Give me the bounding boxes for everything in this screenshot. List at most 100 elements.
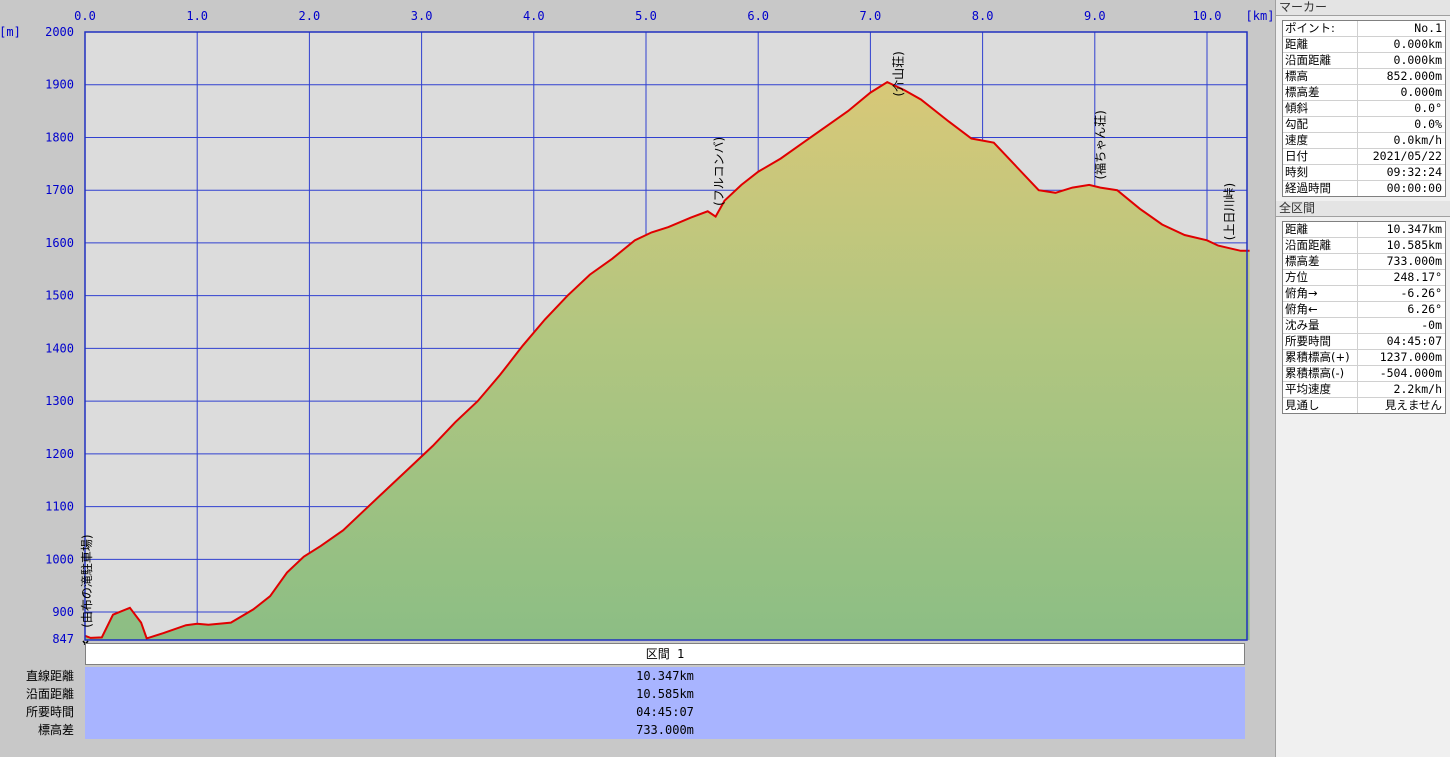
marker-row-date: 日付 2021/05/22 xyxy=(1283,149,1445,165)
info-value: No.1 xyxy=(1414,21,1442,35)
total-row-average-speed: 平均速度 2.2km/h xyxy=(1283,382,1445,398)
total-row-cumulative-down: 累積標高(-) -504.000m xyxy=(1283,366,1445,382)
info-key: 方位 xyxy=(1283,270,1358,285)
marker-row-gradient: 勾配 0.0% xyxy=(1283,117,1445,133)
y-tick-label: 1900 xyxy=(45,78,74,92)
x-tick-label: 6.0 xyxy=(747,9,769,23)
y-unit-label: [m] xyxy=(0,25,21,39)
section-label: 沿面距離 xyxy=(25,687,74,701)
x-tick-label: 5.0 xyxy=(635,9,657,23)
info-key: 沿面距離 xyxy=(1283,53,1358,68)
section-value: 04:45:07 xyxy=(85,703,1245,721)
total-row-surface-distance: 沿面距離 10.585km xyxy=(1283,238,1445,254)
info-key: 俯角← xyxy=(1283,302,1358,317)
y-tick-label: 2000 xyxy=(45,25,74,39)
info-key: 距離 xyxy=(1283,37,1358,52)
x-unit-label: [km] xyxy=(1246,9,1275,23)
elevation-profile-area: 0.0 1.0 2.0 3.0 4.0 5.0 6.0 7.0 8.0 9.0 10.0 [km] 20… xyxy=(0,0,1275,739)
info-value: 0.0% xyxy=(1414,117,1442,131)
info-key: 沿面距離 xyxy=(1283,238,1358,253)
info-value: 248.17° xyxy=(1393,270,1442,284)
info-key: ポイント: xyxy=(1283,21,1358,36)
total-row-cumulative-up: 累積標高(+) 1237.000m xyxy=(1283,350,1445,366)
info-key: 平均速度 xyxy=(1283,382,1358,397)
info-key: 速度 xyxy=(1283,133,1358,148)
total-row-depression-back: 俯角← 6.26° xyxy=(1283,302,1445,318)
section-label: 直線距離 xyxy=(25,669,74,683)
waypoint-label: (上日川峠) xyxy=(1221,183,1236,240)
marker-panel-title: マーカー xyxy=(1276,0,1450,16)
info-key: 標高 xyxy=(1283,69,1358,84)
x-tick-label: 2.0 xyxy=(299,9,321,23)
y-tick-label: 1400 xyxy=(45,341,74,355)
waypoint-annotation: (福ちゃん荘) xyxy=(1092,110,1107,179)
marker-row-point: ポイント: No.1 xyxy=(1283,21,1445,37)
info-key: 経過時間 xyxy=(1283,181,1358,196)
info-value: 1237.000m xyxy=(1379,350,1442,364)
info-key: 俯角→ xyxy=(1283,286,1358,301)
y-min-label: 847 xyxy=(52,632,74,645)
x-tick-label: 3.0 xyxy=(411,9,433,23)
info-value: 0.000km xyxy=(1393,37,1442,51)
section-row-surface-distance: 沿面距離 10.585km xyxy=(0,685,1247,703)
total-row-distance: 距離 10.347km xyxy=(1283,222,1445,238)
x-tick-label: 9.0 xyxy=(1084,9,1106,23)
y-tick-label: 1800 xyxy=(45,130,74,144)
info-key: 時刻 xyxy=(1283,165,1358,180)
waypoint-label: (由布の滝駐車場) xyxy=(79,534,94,627)
y-tick-label: 1700 xyxy=(45,183,74,197)
elevation-profile-line xyxy=(84,80,1250,640)
info-key: 傾斜 xyxy=(1283,101,1358,116)
waypoint-annotation: (由布の滝駐車場) xyxy=(79,534,94,627)
info-key: 距離 xyxy=(1283,222,1358,237)
section-row-required-time: 所要時間 04:45:07 xyxy=(0,703,1247,721)
section-summary-table: 直線距離 10.347km 沿面距離 10.585km 所要時間 04:45:0… xyxy=(0,667,1247,739)
y-tick-label: 900 xyxy=(52,605,74,619)
x-tick-label: 10.0 xyxy=(1193,9,1222,23)
section-label: 標高差 xyxy=(37,723,74,737)
section-label: 所要時間 xyxy=(25,705,74,719)
marker-row-surface-distance: 沿面距離 0.000km xyxy=(1283,53,1445,69)
info-value: 2021/05/22 xyxy=(1372,149,1442,163)
info-key: 標高差 xyxy=(1283,254,1358,269)
info-side-panel: マーカー ポイント: No.1 距離 0.000km 沿面距離 0.000km 標高 8… xyxy=(1275,0,1450,757)
info-key: 累積標高(+) xyxy=(1283,350,1358,365)
y-tick-label: 1000 xyxy=(45,552,74,566)
elevation-chart[interactable]: 0.0 1.0 2.0 3.0 4.0 5.0 6.0 7.0 8.0 9.0 10.0 [km] 20… xyxy=(0,0,1275,645)
y-tick-label: 1100 xyxy=(45,500,74,514)
info-key: 所要時間 xyxy=(1283,334,1358,349)
total-row-bearing: 方位 248.17° xyxy=(1283,270,1445,286)
section-value: 733.000m xyxy=(85,721,1245,739)
info-value: 04:45:07 xyxy=(1386,334,1442,348)
y-tick-label: 1500 xyxy=(45,289,74,303)
section-row-straight-distance: 直線距離 10.347km xyxy=(0,667,1247,685)
info-value: 0.0km/h xyxy=(1393,133,1442,147)
info-key: 見通し xyxy=(1283,398,1358,413)
info-key: 沈み量 xyxy=(1283,318,1358,333)
info-value: 見えません xyxy=(1384,398,1442,412)
x-tick-label: 0.0 xyxy=(74,9,96,23)
marker-row-distance: 距離 0.000km xyxy=(1283,37,1445,53)
x-tick-label: 1.0 xyxy=(186,9,208,23)
info-value: 852.000m xyxy=(1386,69,1442,83)
marker-info-table: ポイント: No.1 距離 0.000km 沿面距離 0.000km 標高 852.00… xyxy=(1282,20,1446,197)
total-info-table: 距離 10.347km 沿面距離 10.585km 標高差 733.000m 方位 24… xyxy=(1282,221,1446,414)
info-value: -6.26° xyxy=(1400,286,1442,300)
waypoint-annotation: (上日川峠) xyxy=(1221,183,1236,240)
info-value: 2.2km/h xyxy=(1393,382,1442,396)
section-header[interactable]: 区間 1 xyxy=(85,643,1245,665)
x-tick-label: 4.0 xyxy=(523,9,545,23)
info-key: 累積標高(-) xyxy=(1283,366,1358,381)
waypoint-label: (フルコンバ) xyxy=(712,137,726,206)
info-key: 日付 xyxy=(1283,149,1358,164)
info-value: 10.347km xyxy=(1386,222,1442,236)
info-value: 0.000m xyxy=(1400,85,1442,99)
waypoint-annotation: (介山荘) xyxy=(891,51,905,96)
info-key: 標高差 xyxy=(1283,85,1358,100)
waypoint-annotation: (フルコンバ) xyxy=(712,137,726,206)
y-tick-label: 1600 xyxy=(45,236,74,250)
info-value: 6.26° xyxy=(1407,302,1442,316)
waypoint-label: (福ちゃん荘) xyxy=(1092,110,1107,179)
total-row-elevation-diff: 標高差 733.000m xyxy=(1283,254,1445,270)
info-value: 733.000m xyxy=(1386,254,1442,268)
